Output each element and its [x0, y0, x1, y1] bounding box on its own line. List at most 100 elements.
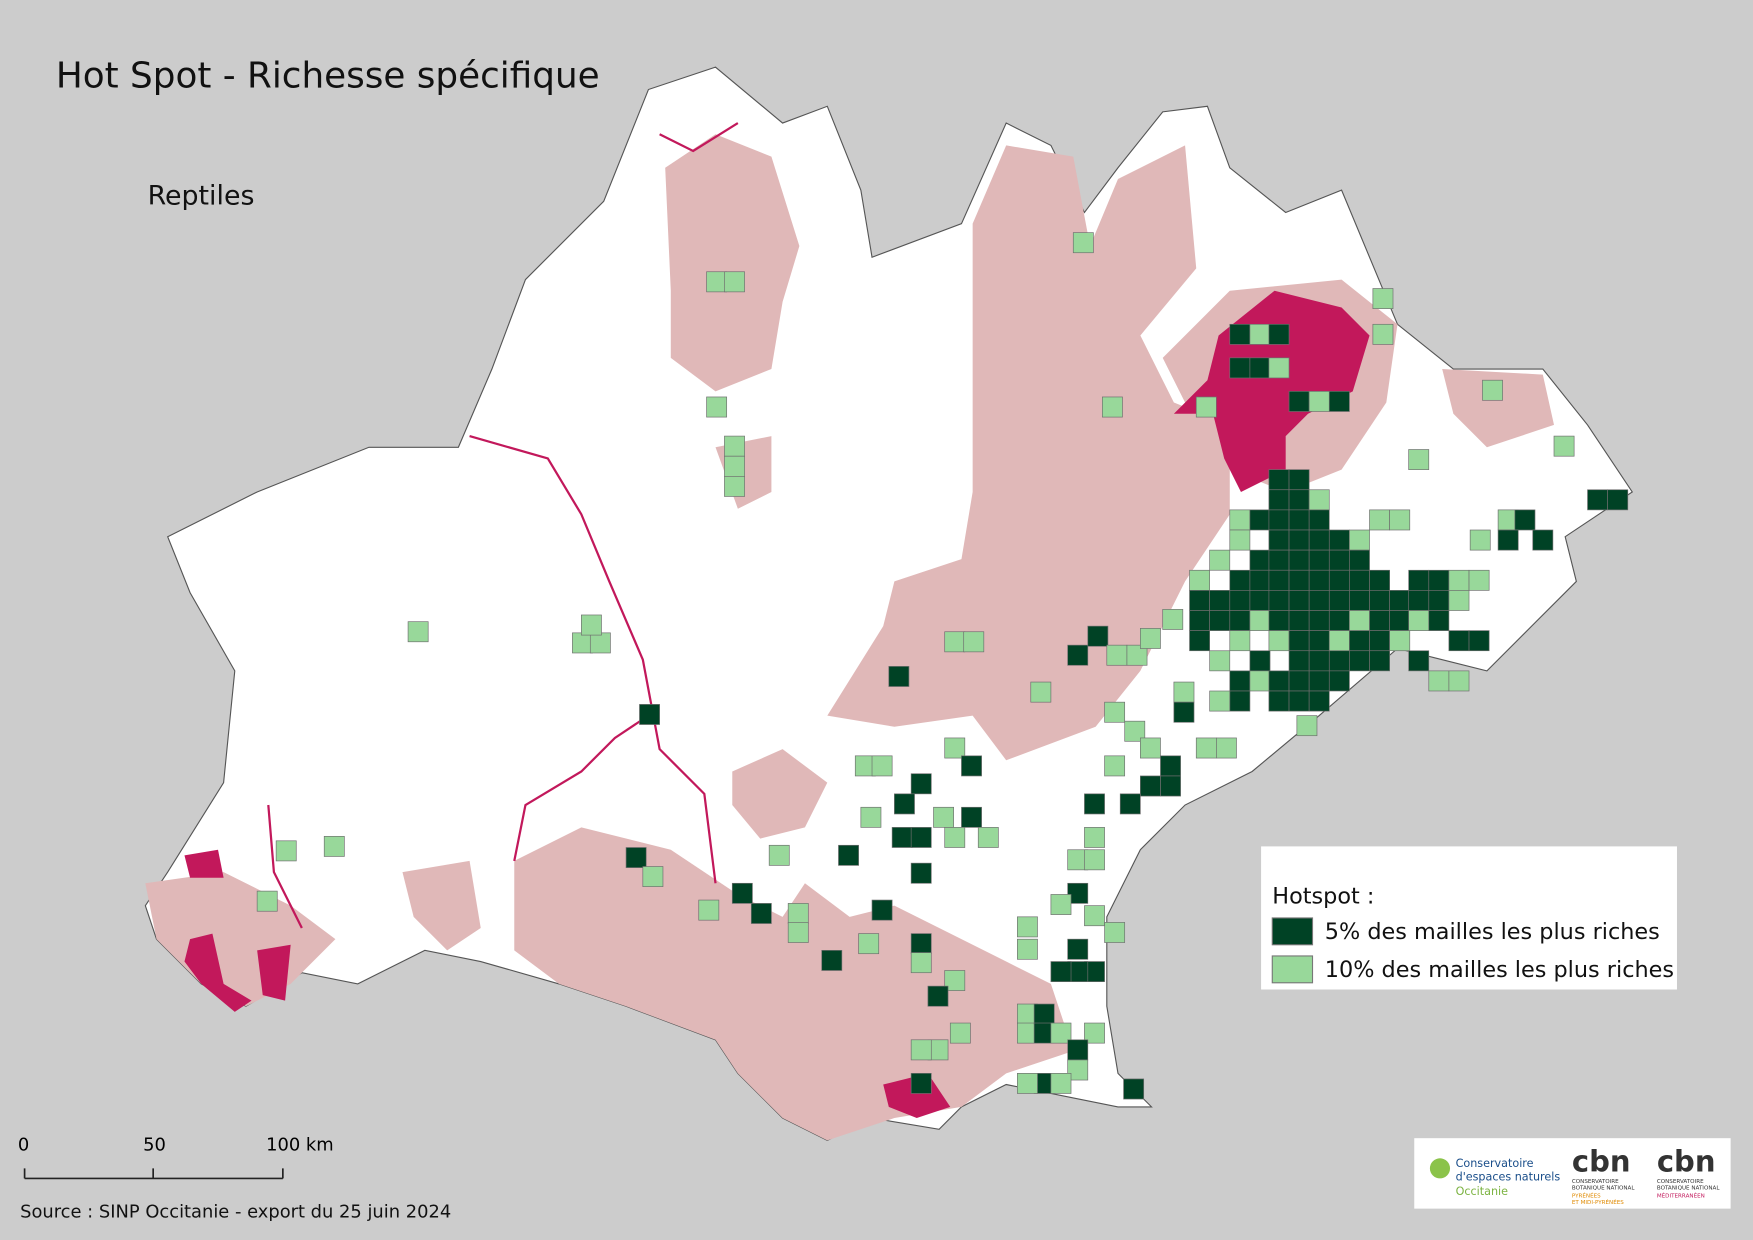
cell-5pct — [1249, 509, 1271, 531]
cell-5pct — [1087, 625, 1109, 647]
cell-5pct — [1067, 938, 1089, 960]
cell-5pct — [639, 704, 660, 725]
cell-10pct — [1268, 357, 1290, 379]
cell-5pct — [1288, 469, 1310, 491]
source: Source : SINP Occitanie - export du 25 j… — [20, 1202, 451, 1223]
cell-5pct — [1288, 690, 1310, 712]
cell-10pct — [581, 614, 602, 636]
cell-5pct — [1268, 323, 1290, 345]
cell-10pct — [1482, 379, 1503, 401]
cell-5pct — [838, 844, 859, 866]
cen-logo-mark — [1429, 1158, 1451, 1179]
cell-10pct — [1349, 529, 1370, 551]
cell-10pct — [1084, 905, 1105, 927]
scale-label: 0 — [18, 1134, 29, 1155]
cell-5pct — [1369, 630, 1390, 652]
cell-5pct — [1369, 610, 1390, 631]
cell-5pct — [1229, 357, 1251, 379]
cell-5pct — [1288, 391, 1310, 412]
cell-10pct — [724, 435, 745, 457]
scale-label: 50 — [143, 1134, 166, 1155]
cell-10pct — [949, 1022, 971, 1044]
cell-10pct — [1173, 681, 1195, 703]
map-subtitle: Reptiles — [148, 181, 255, 212]
cell-5pct — [1160, 755, 1181, 777]
cell-10pct — [1084, 827, 1105, 848]
cell-5pct — [894, 793, 915, 815]
cbn-logo-text: ET MIDI-PYRÉNÉES — [1572, 1198, 1624, 1206]
cell-5pct — [1229, 569, 1251, 591]
cell-10pct — [1072, 232, 1094, 254]
cen-logo-text: d'espaces naturels — [1456, 1171, 1561, 1184]
cell-5pct — [1288, 610, 1310, 631]
cell-5pct — [1408, 650, 1430, 672]
rivers — [267, 122, 739, 929]
cell-5pct — [1033, 1003, 1055, 1025]
cell-5pct — [1607, 489, 1629, 511]
cell-5pct — [1249, 549, 1271, 571]
cell-10pct — [572, 632, 593, 654]
cell-5pct — [891, 827, 913, 848]
cell-10pct — [1369, 509, 1390, 531]
cell-5pct — [1173, 701, 1195, 723]
cell-10pct — [977, 827, 999, 848]
cell-5pct — [1308, 630, 1330, 652]
cell-5pct — [1288, 489, 1310, 511]
cell-10pct — [1195, 737, 1217, 759]
cell-10pct — [724, 271, 745, 293]
hotspot-zones — [184, 290, 1370, 1119]
cell-10pct — [1017, 916, 1038, 938]
scale-label: 100 km — [266, 1134, 334, 1155]
cell-10pct — [768, 844, 790, 866]
cell-5pct — [1308, 590, 1330, 611]
cell-5pct — [1497, 529, 1519, 551]
cell-10pct — [698, 899, 720, 921]
cell-10pct — [1195, 396, 1217, 418]
cell-5pct — [1249, 357, 1271, 379]
cell-5pct — [1268, 509, 1290, 531]
cell-5pct — [961, 755, 982, 777]
cell-5pct — [1308, 509, 1330, 531]
cell-10pct — [1050, 894, 1072, 915]
cell-5pct — [1448, 630, 1470, 652]
cell-5pct — [1308, 529, 1330, 551]
cell-5pct — [1288, 549, 1310, 571]
cell-10pct — [1104, 701, 1126, 723]
cell-10pct — [1104, 755, 1126, 777]
cell-10pct — [1408, 610, 1430, 631]
cbn-logo: cbn — [1572, 1145, 1631, 1179]
cell-5pct — [1189, 610, 1210, 631]
cell-10pct — [1349, 610, 1370, 631]
cell-5pct — [1209, 590, 1231, 611]
cell-5pct — [1160, 775, 1181, 797]
cell-10pct — [1030, 681, 1052, 703]
cell-5pct — [1288, 670, 1310, 692]
cell-10pct — [323, 835, 345, 857]
cell-5pct — [1288, 569, 1310, 591]
legend-box — [1261, 846, 1677, 990]
cell-5pct — [1268, 569, 1290, 591]
cell-10pct — [1448, 569, 1470, 591]
cell-10pct — [1468, 569, 1490, 591]
cell-10pct — [1216, 737, 1237, 759]
cell-10pct — [1268, 630, 1290, 652]
cell-10pct — [1372, 288, 1394, 309]
cell-10pct — [944, 631, 966, 653]
cell-10pct — [1101, 396, 1123, 418]
cbn-logo-text: BOTANIQUE NATIONAL — [1657, 1186, 1720, 1192]
cell-10pct — [910, 952, 932, 974]
scale-bar: 0 50 100 km — [18, 1134, 334, 1180]
cell-10pct — [1050, 1073, 1072, 1094]
cell-5pct — [1328, 549, 1350, 571]
cell-5pct — [1229, 670, 1251, 692]
legend-label: 10% des mailles les plus riches — [1325, 957, 1674, 983]
cell-10pct — [910, 1039, 932, 1061]
cell-5pct — [1308, 610, 1330, 631]
cell-10pct — [642, 866, 664, 887]
cell-5pct — [1067, 1039, 1089, 1061]
cell-5pct — [1229, 590, 1251, 611]
cell-5pct — [1229, 690, 1251, 712]
cell-10pct — [1249, 323, 1271, 345]
cell-5pct — [1532, 529, 1554, 551]
